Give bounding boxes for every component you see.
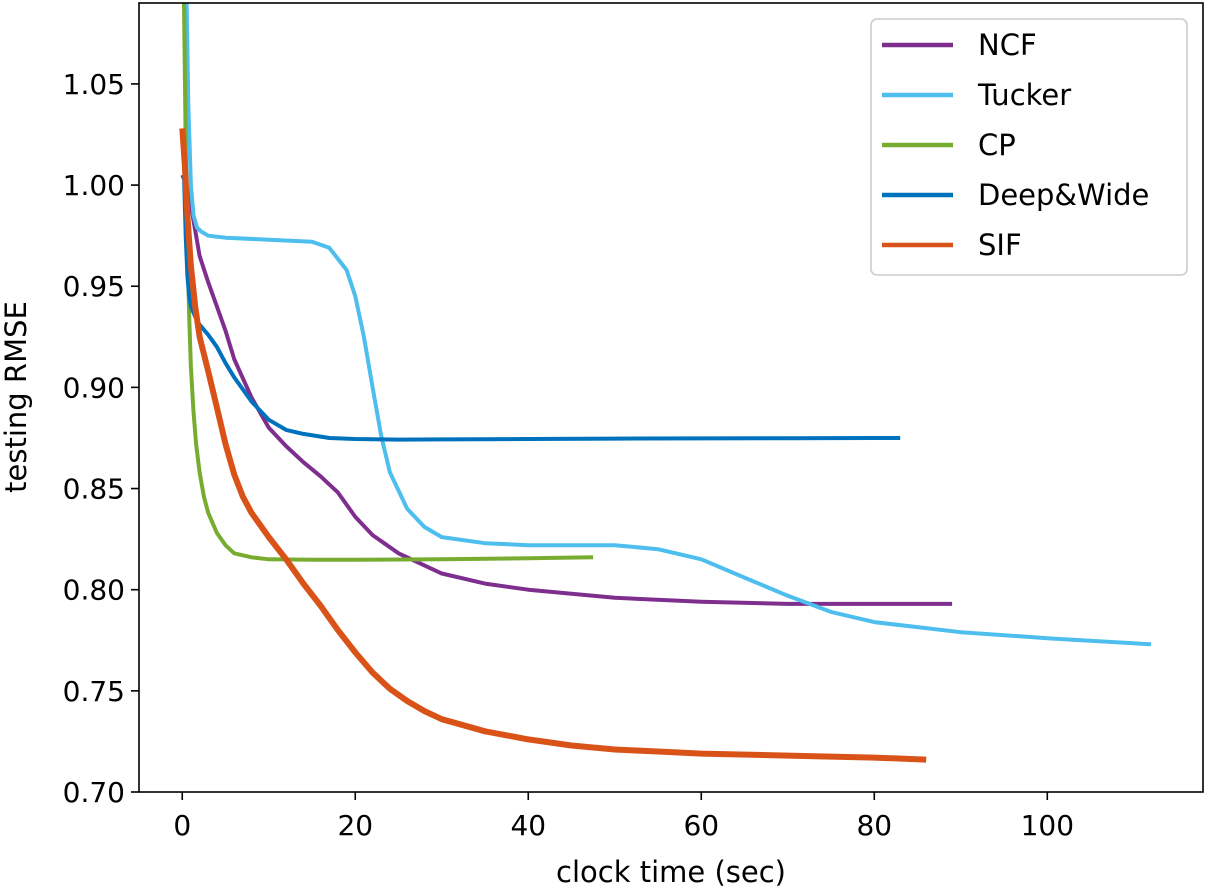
legend-label-tucker: Tucker: [977, 78, 1071, 112]
legend-box: [870, 18, 1188, 276]
y-tick-label: 0.70: [63, 776, 125, 809]
y-tick-label: 0.80: [63, 574, 125, 607]
y-tick-label: 0.75: [63, 675, 125, 708]
x-axis: 0 20 40 60 80 100: [173, 792, 1074, 842]
axes-frame: [138, 2, 1204, 793]
y-tick-label: 1.05: [63, 68, 125, 101]
legend-label-deep-wide: Deep&Wide: [978, 178, 1149, 212]
legend-label-sif: SIF: [978, 228, 1022, 262]
x-tick-label: 20: [337, 809, 373, 842]
series-line-tucker: [184, 3, 1152, 647]
plot-area: [179, 3, 1152, 763]
series-line-deep-wide: [182, 174, 901, 442]
x-axis-label: clock time (sec): [556, 855, 786, 886]
series-line-cp: [182, 3, 594, 562]
legend-label-cp: CP: [978, 128, 1016, 162]
series-line-ncf: [180, 174, 953, 606]
series-line-sif: [179, 128, 927, 763]
x-tick-label: 100: [1021, 809, 1074, 842]
legend: NCF Tucker CP Deep&Wide SIF: [870, 18, 1188, 276]
y-tick-label: 0.85: [63, 473, 125, 506]
x-tick-label: 80: [856, 809, 892, 842]
y-axis-label: testing RMSE: [0, 301, 33, 493]
y-axis: 0.70 0.75 0.80 0.85 0.90 0.95 1.00 1.05: [63, 68, 139, 809]
x-tick-label: 60: [683, 809, 719, 842]
x-tick-label: 0: [173, 809, 191, 842]
x-tick-label: 40: [510, 809, 546, 842]
legend-label-ncf: NCF: [978, 28, 1037, 62]
y-tick-label: 0.95: [63, 270, 125, 303]
y-tick-label: 1.00: [63, 169, 125, 202]
y-tick-label: 0.90: [63, 371, 125, 404]
